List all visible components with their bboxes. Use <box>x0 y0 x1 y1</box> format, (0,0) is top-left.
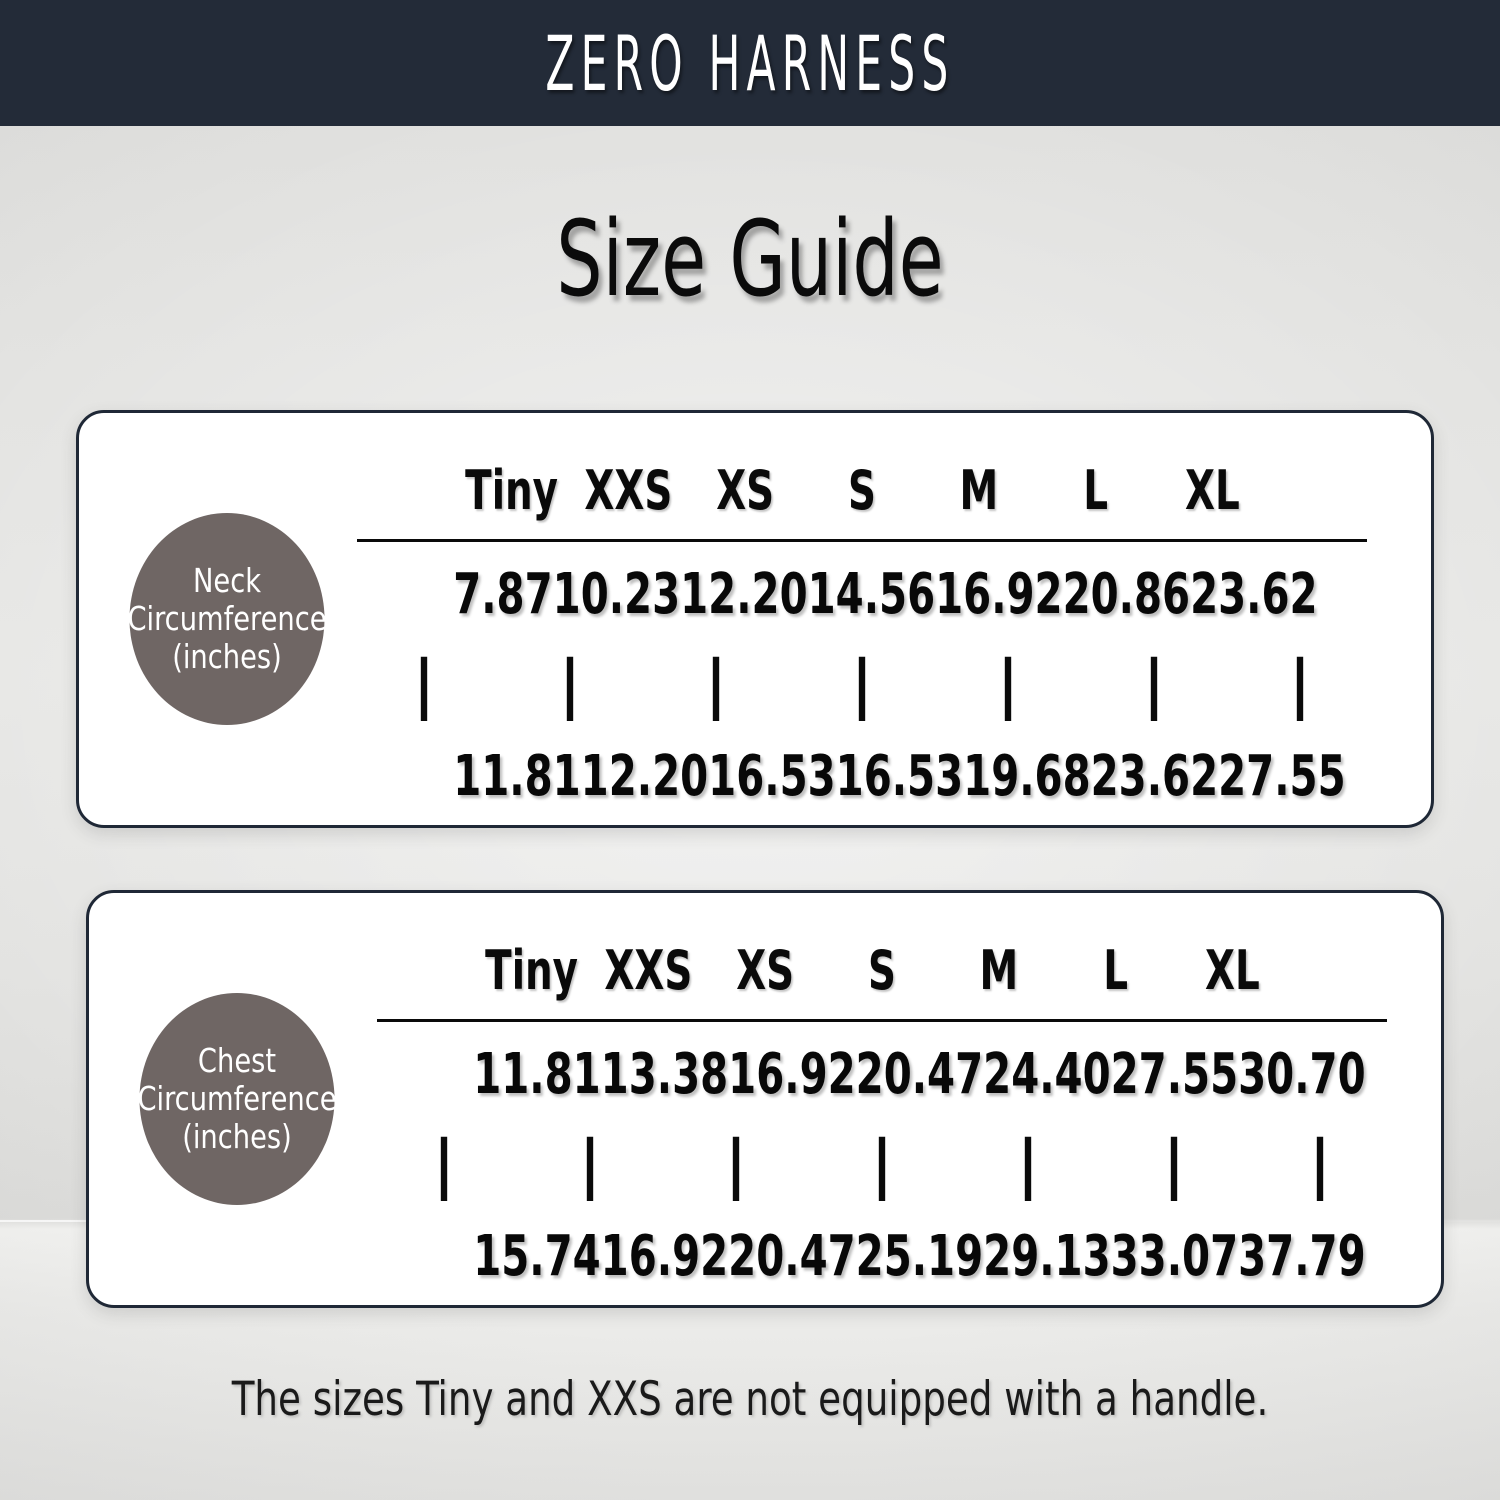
max-value-cell: 11.81 <box>453 743 581 809</box>
max-value-cell: 33.07 <box>1110 1223 1239 1289</box>
min-value-cell: 16.92 <box>728 1041 856 1107</box>
range-tick-icon: | <box>1017 1127 1039 1202</box>
max-value-row: 11.81 12.20 16.53 16.53 19.68 23.62 27.5… <box>453 724 1345 828</box>
range-tick-icon: | <box>705 647 727 722</box>
min-value-cell: 24.40 <box>983 1041 1111 1107</box>
range-tick-icon: | <box>1289 647 1311 722</box>
max-value-cell: 37.79 <box>1238 1223 1366 1289</box>
size-header-cell: XL <box>1205 938 1260 1002</box>
range-tick-icon: | <box>997 647 1019 722</box>
size-header-row: Tiny XXS XS S M L XL <box>473 927 1291 1013</box>
max-value-cell: 16.53 <box>835 743 964 809</box>
range-tick-row: | | | | | | | <box>371 1126 1393 1204</box>
badge-line-1: Chest <box>197 1040 277 1080</box>
min-value-cell: 23.62 <box>1190 561 1318 627</box>
max-value-row: 15.74 16.92 20.47 25.19 29.13 33.07 37.7… <box>473 1204 1365 1308</box>
size-header-cell: XS <box>736 938 795 1002</box>
min-value-cell: 12.20 <box>680 561 808 627</box>
min-value-cell: 16.92 <box>935 561 1063 627</box>
min-value-cell: 20.86 <box>1062 561 1191 627</box>
range-tick-icon: | <box>1163 1127 1185 1202</box>
max-value-cell: 23.62 <box>1090 743 1219 809</box>
min-value-cell: 7.87 <box>453 561 553 627</box>
measurement-grid-neck: Tiny XXS XS S M L XL 7.87 10.23 12.20 14… <box>351 447 1373 809</box>
min-value-cell: 10.23 <box>552 561 681 627</box>
min-value-cell: 27.55 <box>1110 1041 1239 1107</box>
measurement-badge-neck: Neck Circumference (inches) <box>127 513 327 725</box>
size-header-row: Tiny XXS XS S M L XL <box>453 447 1271 533</box>
max-value-cell: 16.53 <box>708 743 836 809</box>
size-header-cell: L <box>1083 458 1108 522</box>
max-value-cell: 27.55 <box>1218 743 1346 809</box>
footnote-text: The sizes Tiny and XXS are not equipped … <box>231 1372 1269 1427</box>
measurement-badge-chest: Chest Circumference (inches) <box>137 993 337 1205</box>
max-value-cell: 25.19 <box>855 1223 984 1289</box>
badge-line-3: (inches) <box>172 637 282 677</box>
size-table-card-neck: Neck Circumference (inches) Tiny XXS XS … <box>76 410 1434 828</box>
size-header-cell: Tiny <box>465 458 559 522</box>
size-header-cell: XS <box>716 458 775 522</box>
range-tick-icon: | <box>851 647 873 722</box>
brand-header: ZERO HARNESS <box>0 0 1500 126</box>
badge-line-2: Circumference <box>127 598 327 638</box>
header-divider <box>377 1019 1387 1022</box>
min-value-row: 11.81 13.38 16.92 20.47 24.40 27.55 30.7… <box>473 1022 1365 1126</box>
min-value-cell: 11.81 <box>473 1041 601 1107</box>
size-header-cell: L <box>1103 938 1128 1002</box>
min-value-cell: 14.56 <box>807 561 936 627</box>
range-tick-icon: | <box>579 1127 601 1202</box>
size-header-cell: XXS <box>604 938 693 1002</box>
measurement-grid-chest: Tiny XXS XS S M L XL 11.81 13.38 16.92 2… <box>371 927 1393 1289</box>
range-tick-icon: | <box>1143 647 1165 722</box>
page-title: Size Guide <box>556 198 944 320</box>
max-value-cell: 16.92 <box>600 1223 729 1289</box>
max-value-cell: 19.68 <box>963 743 1091 809</box>
size-header-cell: M <box>979 938 1019 1002</box>
min-value-cell: 30.70 <box>1238 1041 1366 1107</box>
range-tick-icon: | <box>871 1127 893 1202</box>
size-table-card-chest: Chest Circumference (inches) Tiny XXS XS… <box>86 890 1444 1308</box>
badge-line-1: Neck <box>192 560 262 600</box>
max-value-cell: 12.20 <box>580 743 709 809</box>
range-tick-icon: | <box>725 1127 747 1202</box>
min-value-cell: 20.47 <box>855 1041 984 1107</box>
size-header-cell: Tiny <box>485 938 579 1002</box>
size-header-cell: S <box>868 938 896 1002</box>
badge-line-2: Circumference <box>137 1078 337 1118</box>
header-divider <box>357 539 1367 542</box>
size-header-cell: XXS <box>584 458 673 522</box>
max-value-cell: 15.74 <box>473 1223 601 1289</box>
size-header-cell: S <box>848 458 876 522</box>
badge-line-3: (inches) <box>182 1117 292 1157</box>
max-value-cell: 29.13 <box>983 1223 1111 1289</box>
min-value-cell: 13.38 <box>600 1041 729 1107</box>
size-header-cell: M <box>959 458 999 522</box>
range-tick-icon: | <box>413 647 435 722</box>
brand-title: ZERO HARNESS <box>545 18 955 108</box>
range-tick-icon: | <box>433 1127 455 1202</box>
range-tick-icon: | <box>559 647 581 722</box>
max-value-cell: 20.47 <box>728 1223 856 1289</box>
range-tick-icon: | <box>1309 1127 1331 1202</box>
range-tick-row: | | | | | | | <box>351 646 1373 724</box>
min-value-row: 7.87 10.23 12.20 14.56 16.92 20.86 23.62 <box>453 542 1317 646</box>
size-header-cell: XL <box>1185 458 1240 522</box>
